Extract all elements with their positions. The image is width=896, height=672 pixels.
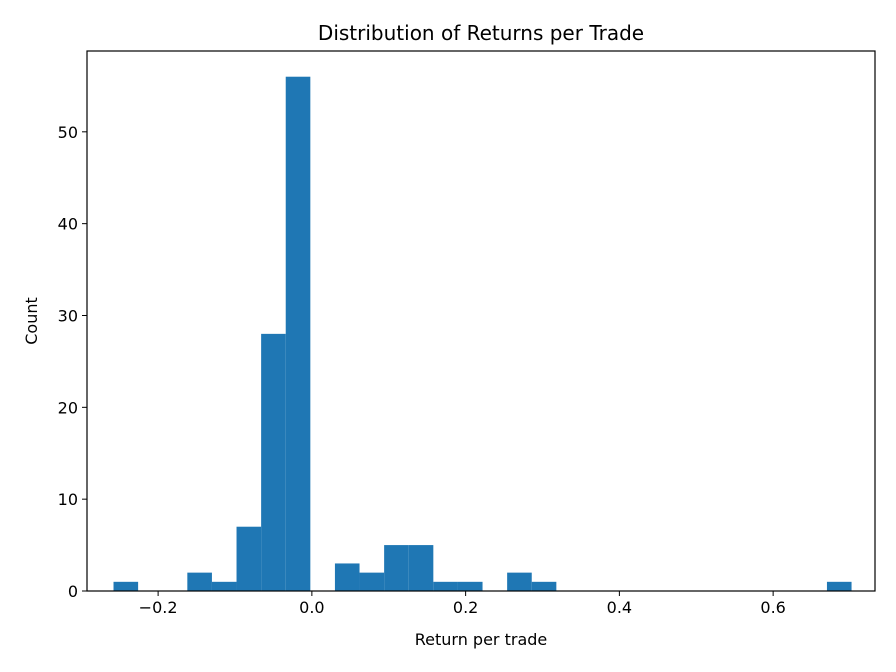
histogram-bar-7 [285,76,311,591]
histogram-bar-16 [507,572,532,591]
y-tick-label: 0 [68,582,78,601]
histogram-bar-4 [211,581,237,591]
x-tick-label: 0.0 [299,598,324,617]
x-tick-label: 0.2 [453,598,478,617]
x-tick-label: −0.2 [139,598,178,617]
y-tick-label: 40 [58,215,78,234]
histogram-bar-3 [187,572,212,591]
histogram-bar-13 [433,581,458,591]
y-axis-label: Count [22,297,41,345]
histogram-bar-14 [457,581,483,591]
y-tick-label: 20 [58,398,78,417]
x-tick-label: 0.6 [760,598,785,617]
histogram-bar-17 [531,581,557,591]
x-tick-label: 0.4 [607,598,632,617]
axes-frame [86,50,876,592]
histogram-bar-5 [236,526,262,591]
y-tick-label: 50 [58,123,78,142]
histogram-bar-11 [384,545,409,591]
x-axis-label: Return per trade [415,630,548,649]
histogram-bar-9 [334,563,360,591]
x-axis-ticks: −0.2 0.0 0.2 0.4 0.6 [139,591,786,617]
histogram-bar-29 [826,581,852,591]
histogram-bars [113,76,852,591]
histogram-bar-6 [261,333,286,591]
y-tick-label: 30 [58,306,78,325]
y-axis-ticks: 0 10 20 30 40 50 [58,123,87,601]
histogram-bar-10 [359,572,385,591]
y-tick-label: 10 [58,490,78,509]
chart-title: Distribution of Returns per Trade [318,21,644,45]
histogram-bar-0 [113,581,139,591]
histogram-bar-12 [408,545,434,591]
